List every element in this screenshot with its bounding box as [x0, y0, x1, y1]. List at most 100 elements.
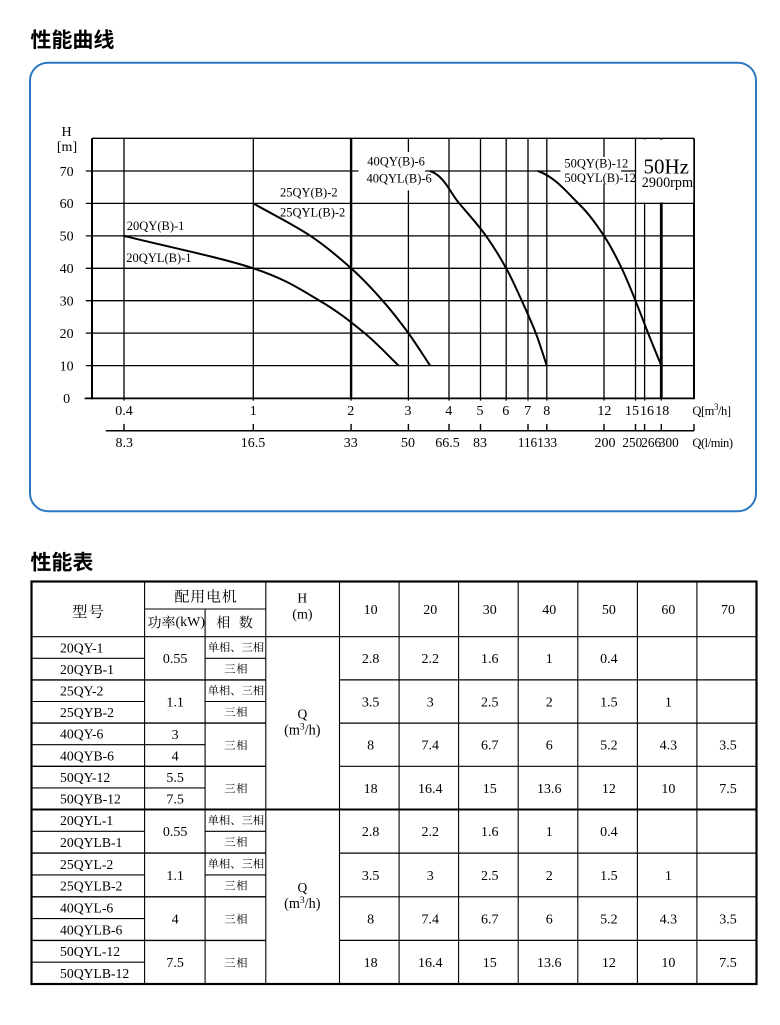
svg-text:7.5: 7.5: [719, 956, 737, 971]
svg-text:3.5: 3.5: [719, 739, 737, 754]
svg-text:30: 30: [60, 295, 74, 310]
svg-text:200: 200: [595, 436, 616, 451]
svg-text:40QY(B)-6: 40QY(B)-6: [367, 155, 425, 169]
svg-text:4.3: 4.3: [660, 739, 678, 754]
svg-text:0.4: 0.4: [600, 652, 618, 667]
svg-text:7: 7: [524, 404, 531, 419]
svg-text:1.6: 1.6: [481, 825, 499, 840]
svg-text:3: 3: [405, 404, 412, 419]
svg-text:8: 8: [543, 404, 550, 419]
svg-text:25QYL(B)-2: 25QYL(B)-2: [280, 206, 345, 220]
svg-text:10: 10: [661, 956, 675, 971]
svg-text:3.5: 3.5: [362, 869, 380, 884]
svg-text:5.5: 5.5: [166, 771, 184, 786]
svg-text:(m3/h): (m3/h): [284, 723, 321, 739]
svg-text:266: 266: [641, 435, 661, 450]
svg-text:5.2: 5.2: [600, 739, 618, 754]
svg-text:70: 70: [60, 165, 74, 180]
svg-text:40QYL(B)-6: 40QYL(B)-6: [367, 171, 432, 185]
svg-text:16.4: 16.4: [418, 956, 443, 971]
svg-text:Q: Q: [298, 880, 308, 895]
svg-text:12: 12: [602, 956, 616, 971]
svg-text:40QY-6: 40QY-6: [60, 727, 103, 742]
svg-text:50: 50: [602, 603, 616, 618]
svg-text:60: 60: [60, 197, 74, 212]
svg-text:18: 18: [364, 782, 378, 797]
svg-text:(m): (m): [292, 607, 313, 622]
svg-text:(m3/h): (m3/h): [284, 896, 321, 912]
svg-text:133: 133: [537, 435, 557, 450]
svg-text:66.5: 66.5: [435, 436, 460, 451]
svg-text:3.5: 3.5: [362, 695, 380, 710]
svg-text:1.1: 1.1: [166, 695, 184, 710]
svg-text:2: 2: [546, 695, 553, 710]
svg-text:40: 40: [542, 603, 556, 618]
svg-text:15: 15: [483, 782, 497, 797]
svg-text:1.5: 1.5: [600, 695, 618, 710]
svg-text:2900rpm: 2900rpm: [642, 175, 693, 191]
svg-text:2: 2: [347, 404, 354, 419]
svg-text:50QY(B)-12: 50QY(B)-12: [564, 157, 628, 171]
svg-text:4: 4: [445, 404, 452, 419]
svg-text:3: 3: [427, 869, 434, 884]
svg-text:40QYB-6: 40QYB-6: [60, 748, 114, 763]
svg-text:3: 3: [427, 695, 434, 710]
svg-text:20QYB-1: 20QYB-1: [60, 662, 114, 677]
svg-text:50QY-12: 50QY-12: [60, 770, 110, 785]
svg-text:30: 30: [483, 603, 497, 618]
svg-text:2.2: 2.2: [421, 825, 439, 840]
svg-text:1: 1: [665, 695, 672, 710]
svg-text:33: 33: [344, 436, 358, 451]
svg-text:250: 250: [622, 435, 642, 450]
svg-text:20QYL-1: 20QYL-1: [60, 813, 113, 828]
svg-text:Q: Q: [298, 706, 308, 721]
svg-text:0.55: 0.55: [163, 825, 188, 840]
svg-text:50QYB-12: 50QYB-12: [60, 792, 121, 807]
svg-text:20QY-1: 20QY-1: [60, 640, 103, 655]
svg-text:18: 18: [364, 956, 378, 971]
svg-text:1: 1: [546, 652, 553, 667]
svg-text:4.3: 4.3: [660, 913, 678, 928]
svg-text:8.3: 8.3: [115, 436, 133, 451]
svg-text:7.5: 7.5: [166, 793, 184, 808]
svg-text:40: 40: [60, 262, 74, 277]
svg-text:20QYL(B)-1: 20QYL(B)-1: [126, 251, 191, 265]
svg-text:13.6: 13.6: [537, 956, 562, 971]
svg-text:12: 12: [602, 782, 616, 797]
svg-text:18: 18: [655, 404, 669, 419]
svg-text:8: 8: [367, 739, 374, 754]
svg-text:70: 70: [721, 603, 735, 618]
svg-text:2.5: 2.5: [481, 869, 499, 884]
svg-text:0.55: 0.55: [163, 652, 188, 667]
svg-text:5: 5: [477, 404, 484, 419]
svg-text:20: 20: [423, 603, 437, 618]
svg-text:H: H: [61, 125, 71, 140]
svg-text:25QYLB-2: 25QYLB-2: [60, 879, 123, 894]
svg-text:16.4: 16.4: [418, 782, 443, 797]
svg-text:1.6: 1.6: [481, 652, 499, 667]
svg-text:7.5: 7.5: [719, 782, 737, 797]
svg-text:1: 1: [250, 404, 257, 419]
svg-text:40QYL-6: 40QYL-6: [60, 901, 113, 916]
svg-text:50: 50: [401, 436, 415, 451]
svg-text:1: 1: [546, 825, 553, 840]
svg-text:5.2: 5.2: [600, 913, 618, 928]
svg-text:0: 0: [63, 392, 70, 407]
svg-text:25QY(B)-2: 25QY(B)-2: [280, 186, 338, 200]
svg-text:6.7: 6.7: [481, 913, 499, 928]
svg-text:3.5: 3.5: [719, 913, 737, 928]
svg-text:60: 60: [661, 603, 675, 618]
svg-text:0.4: 0.4: [600, 825, 618, 840]
svg-text:2: 2: [546, 869, 553, 884]
svg-text:12: 12: [597, 404, 611, 419]
svg-text:6: 6: [502, 404, 509, 419]
svg-text:[m]: [m]: [57, 140, 77, 155]
svg-text:Q[m3/h]: Q[m3/h]: [692, 402, 730, 418]
svg-text:1.5: 1.5: [600, 869, 618, 884]
svg-text:25QY-2: 25QY-2: [60, 684, 103, 699]
svg-text:7.4: 7.4: [421, 739, 439, 754]
svg-text:50Hz: 50Hz: [644, 155, 690, 179]
svg-text:25QYL-2: 25QYL-2: [60, 857, 113, 872]
svg-text:10: 10: [661, 782, 675, 797]
svg-text:3: 3: [172, 728, 179, 743]
